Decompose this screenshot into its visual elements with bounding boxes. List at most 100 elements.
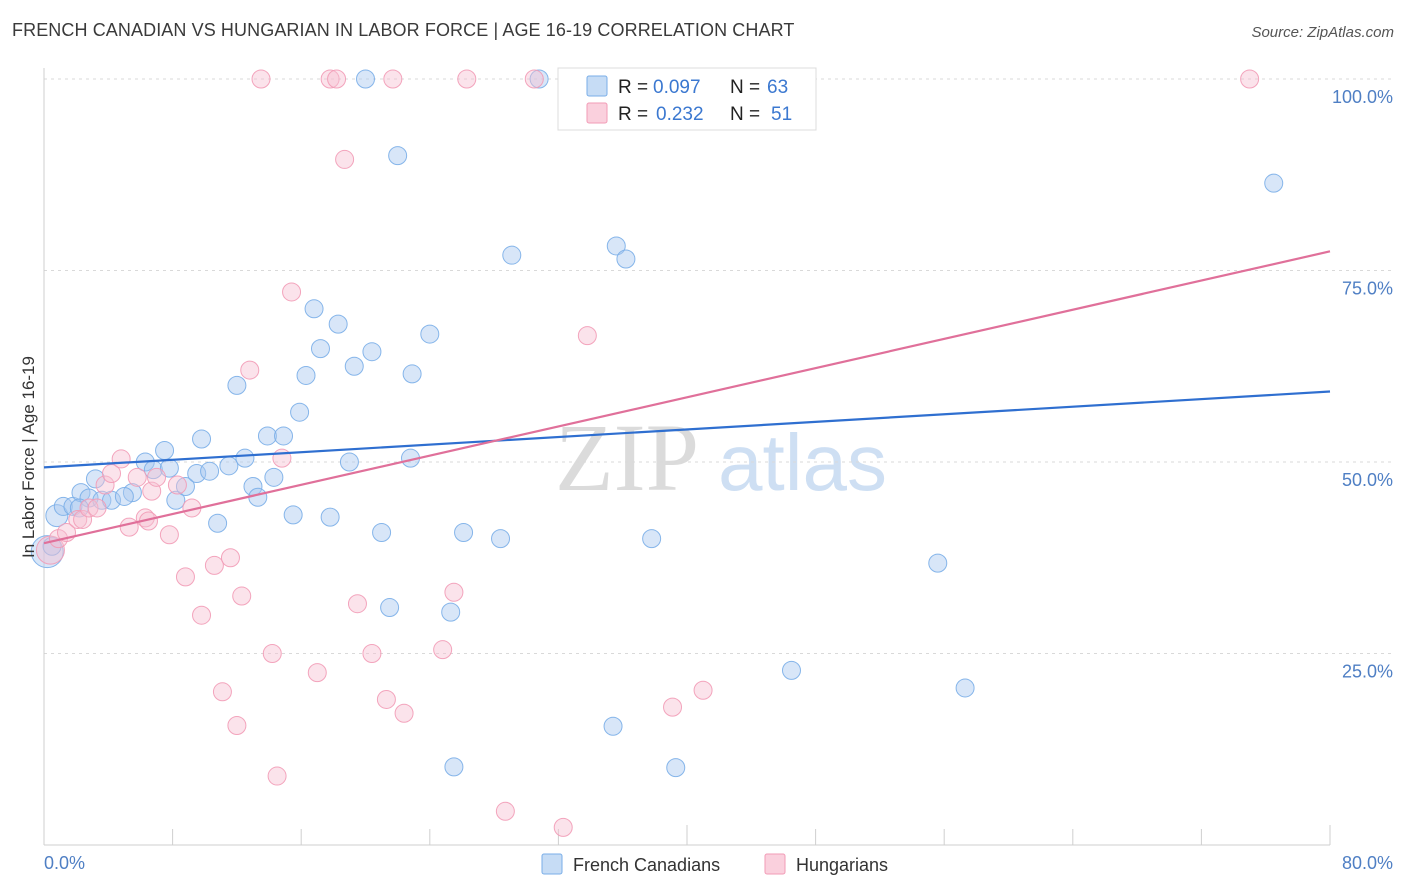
french-canadian-point [155, 441, 175, 461]
french-canadian-point [372, 522, 392, 542]
y-tick-label-75: 75.0% [1342, 279, 1393, 299]
y-tick-label-50: 50.0% [1342, 470, 1393, 490]
hungarian-point [335, 149, 355, 169]
hungarian-point [251, 69, 271, 89]
french-canadian-point [441, 602, 461, 622]
french-canadian-point [362, 342, 382, 362]
french-canadian-point [45, 504, 69, 528]
hungarian-point [383, 69, 403, 89]
hungarian-point [267, 766, 287, 786]
y-tick-labels: 100.0% 75.0% 50.0% 25.0% [1332, 87, 1393, 682]
hungarian-point [282, 282, 302, 302]
french-canadian-point [30, 535, 64, 569]
hungarian-point [495, 801, 515, 821]
hungarian-point [167, 475, 187, 495]
french-canadian-point [304, 299, 324, 319]
french-canadian-point [114, 486, 134, 506]
hungarian-point [159, 525, 179, 545]
french-canadian-point [420, 324, 440, 344]
french-canadian-point [283, 505, 303, 525]
french-canadian-point [290, 402, 310, 422]
french-canadian-point [320, 507, 340, 527]
y-tick-label-100: 100.0% [1332, 87, 1393, 107]
chart-title: FRENCH CANADIAN VS HUNGARIAN IN LABOR FO… [12, 20, 795, 40]
hungarian-point [232, 586, 252, 606]
hungarian-trend-line [43, 250, 1331, 545]
hungarian-point [111, 449, 131, 469]
bottom-legend-label-hungarian: Hungarians [796, 855, 888, 875]
french-canadian-point [219, 456, 239, 476]
french-canadian-point [444, 757, 464, 777]
hungarian-point [119, 517, 139, 537]
hungarian-point [240, 360, 260, 380]
french-canadian-point [502, 245, 522, 265]
hungarian-point [35, 535, 65, 565]
legend-r-value-1: 0.097 [653, 77, 701, 98]
french-canadian-point [606, 236, 626, 256]
french-canadian-point [175, 477, 195, 497]
french-canadian-point [1264, 173, 1284, 193]
bottom-legend-swatch-hungarian [764, 853, 786, 875]
hungarian-point [220, 548, 240, 568]
hungarian-point [147, 467, 167, 487]
french-canadian-point [402, 364, 422, 384]
french-canadian-point [328, 314, 348, 334]
hungarian-point [663, 697, 683, 717]
trend-lines [43, 250, 1331, 545]
hungarian-point [693, 680, 713, 700]
x-tick-label-max: 80.0% [1342, 853, 1393, 873]
french-canadian-point [200, 461, 220, 481]
french-canadian-point [388, 146, 408, 166]
hungarian-point [362, 644, 382, 663]
legend-n-label-2: N = [730, 104, 760, 125]
french-canadian-point [339, 452, 359, 472]
series-legend: French Canadians Hungarians [541, 853, 888, 875]
french-canadian-point [603, 716, 623, 736]
series-french-canadians [30, 69, 1284, 778]
french-canadian-trend-line [43, 390, 1331, 469]
french-canadian-point [227, 375, 247, 395]
french-canadian-point [310, 339, 330, 359]
french-canadian-point [344, 356, 364, 376]
french-canadian-point [529, 69, 549, 89]
hungarian-point [307, 663, 327, 683]
hungarian-point [102, 463, 122, 483]
x-ticks [172, 825, 1331, 845]
french-canadian-point [356, 69, 375, 89]
french-canadian-point [380, 598, 400, 618]
french-canadian-point [454, 522, 474, 542]
hungarian-point [347, 594, 367, 614]
french-canadian-point [955, 678, 975, 698]
french-canadian-point [166, 490, 186, 510]
french-canadian-point [53, 496, 73, 516]
hungarian-point [1240, 69, 1260, 89]
bottom-legend-swatch-french [541, 853, 563, 875]
hungarian-point [444, 582, 464, 602]
legend-r-label-2: R = [618, 104, 648, 125]
x-tick-label-min: 0.0% [44, 853, 85, 873]
french-canadian-point [616, 249, 636, 269]
source-label: Source: ZipAtlas.com [1251, 24, 1394, 41]
hungarian-point [127, 467, 147, 487]
hungarian-point [73, 509, 93, 529]
french-canadian-point [264, 467, 284, 487]
french-canadian-point [781, 660, 801, 680]
hungarian-point [227, 716, 247, 736]
legend-n-value-1: 63 [767, 77, 788, 98]
french-canadian-point [257, 426, 277, 446]
legend-r-label-1: R = [618, 77, 648, 98]
french-canadian-point [642, 529, 662, 549]
french-canadian-point [928, 553, 948, 573]
french-canadian-point [274, 426, 294, 446]
hungarian-point [524, 69, 544, 89]
hungarian-point [175, 567, 195, 587]
legend-n-label-1: N = [730, 77, 760, 98]
french-canadian-point [208, 513, 228, 533]
hungarian-point [376, 689, 396, 709]
hungarian-point [320, 69, 340, 89]
french-canadian-point [491, 529, 511, 549]
legend-swatch-hungarian [586, 102, 608, 124]
hungarian-point [95, 475, 115, 495]
hungarian-point [262, 644, 282, 663]
hungarian-point [212, 682, 232, 702]
